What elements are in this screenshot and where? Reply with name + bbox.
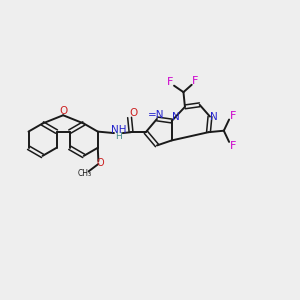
Text: H: H: [116, 132, 122, 141]
Text: NH: NH: [111, 125, 127, 135]
Text: F: F: [230, 141, 236, 151]
Text: =N: =N: [148, 110, 164, 119]
Text: F: F: [192, 76, 198, 86]
Text: F: F: [230, 111, 236, 121]
Text: N: N: [210, 112, 218, 122]
Text: N: N: [172, 112, 180, 122]
Text: CH₃: CH₃: [78, 169, 92, 178]
Text: F: F: [167, 77, 173, 87]
Text: O: O: [96, 158, 103, 168]
Text: O: O: [129, 108, 137, 118]
Text: O: O: [59, 106, 68, 116]
